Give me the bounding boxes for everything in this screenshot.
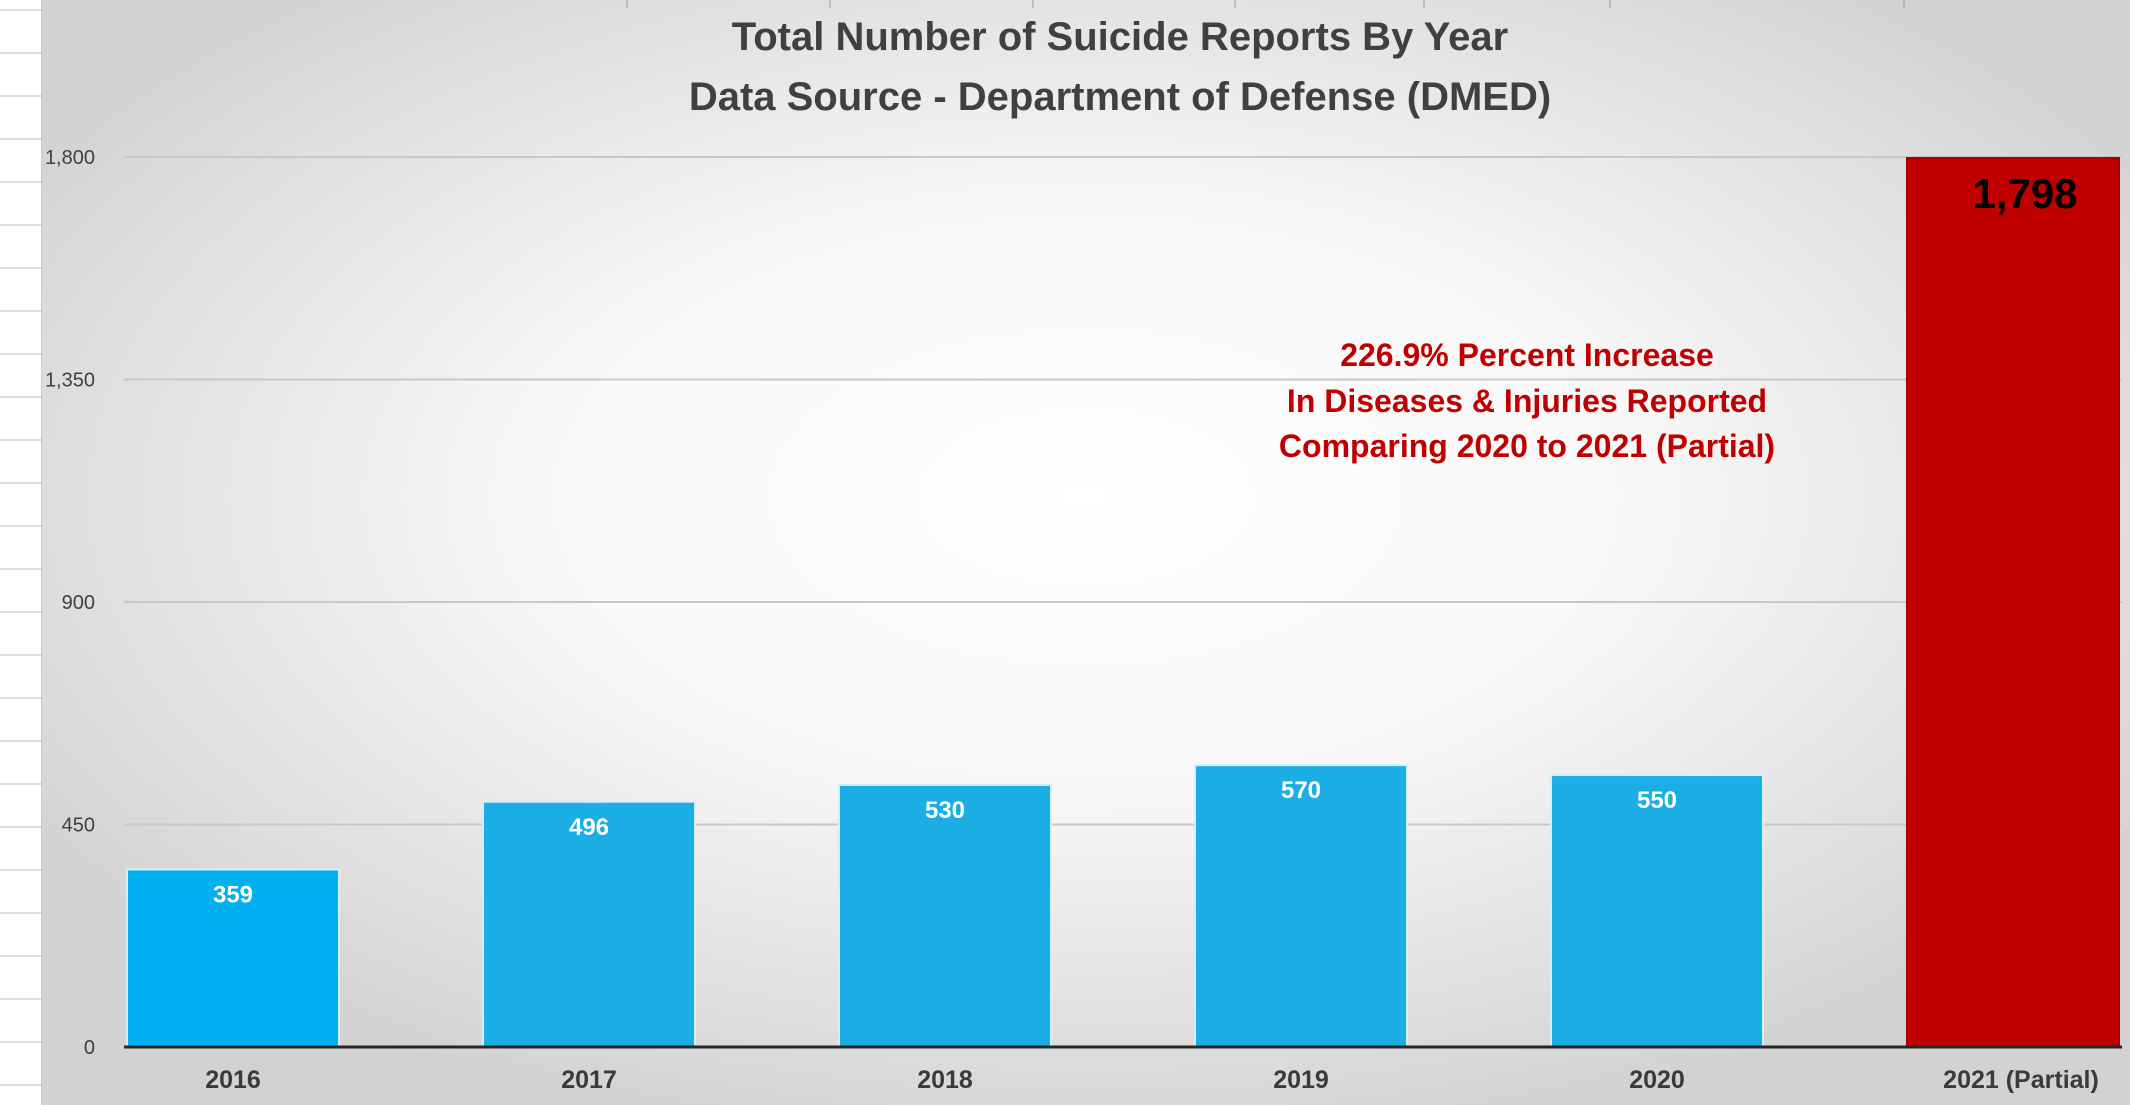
column-header-ticks bbox=[626, 0, 1905, 8]
x-tick-label: 2017 bbox=[561, 1066, 617, 1094]
annotation-line: In Diseases & Injuries Reported bbox=[1287, 383, 1767, 419]
bar-data-labels: 359 496 530 570 550 1,798 bbox=[213, 170, 2078, 909]
bar bbox=[126, 868, 340, 1048]
bar-data-label: 359 bbox=[213, 881, 253, 908]
y-axis-tick-labels: 0 450 900 1,350 1,800 bbox=[45, 147, 95, 1059]
chart-subtitle: Data Source - Department of Defense (DME… bbox=[689, 75, 1551, 119]
bar bbox=[1550, 774, 1764, 1048]
bar bbox=[1194, 764, 1408, 1049]
x-axis-tick-labels: 2016 2017 2018 2019 2020 2021 (Partial) bbox=[205, 1066, 2099, 1094]
y-tick-label: 1,800 bbox=[45, 147, 95, 169]
annotation-line: Comparing 2020 to 2021 (Partial) bbox=[1279, 428, 1775, 464]
bars bbox=[126, 156, 2120, 1049]
x-tick-label: 2019 bbox=[1273, 1066, 1329, 1094]
chart-background bbox=[42, 0, 2130, 1105]
y-tick-label: 900 bbox=[62, 592, 95, 614]
annotation-line: 226.9% Percent Increase bbox=[1340, 337, 1714, 373]
annotation: 226.9% Percent Increase In Diseases & In… bbox=[1279, 337, 1775, 464]
x-tick-label: 2020 bbox=[1629, 1066, 1685, 1094]
bar bbox=[482, 800, 696, 1048]
gridlines bbox=[124, 156, 2122, 826]
bar-data-label: 570 bbox=[1281, 777, 1321, 804]
chart-title: Total Number of Suicide Reports By Year bbox=[732, 15, 1508, 59]
bar-data-label: 496 bbox=[569, 814, 609, 841]
row-gutter bbox=[0, 0, 42, 1105]
x-tick-label: 2016 bbox=[205, 1066, 261, 1094]
x-tick-label: 2021 (Partial) bbox=[1943, 1066, 2099, 1094]
y-tick-label: 0 bbox=[84, 1037, 95, 1059]
y-tick-label: 450 bbox=[62, 815, 95, 837]
bar bbox=[838, 783, 1052, 1048]
bar-data-label: 530 bbox=[925, 797, 965, 824]
y-tick-label: 1,350 bbox=[45, 370, 95, 392]
bar bbox=[1906, 156, 2120, 1048]
bar-data-label: 1,798 bbox=[1972, 170, 2077, 217]
bar-data-label: 550 bbox=[1637, 787, 1677, 814]
x-tick-label: 2018 bbox=[917, 1066, 973, 1094]
